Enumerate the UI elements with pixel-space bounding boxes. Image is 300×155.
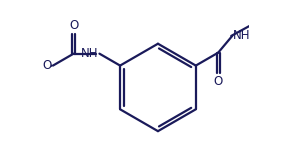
Text: NH: NH [233, 29, 251, 42]
Text: O: O [43, 59, 52, 72]
Text: O: O [69, 19, 78, 32]
Text: O: O [214, 75, 223, 88]
Text: NH: NH [81, 47, 98, 60]
